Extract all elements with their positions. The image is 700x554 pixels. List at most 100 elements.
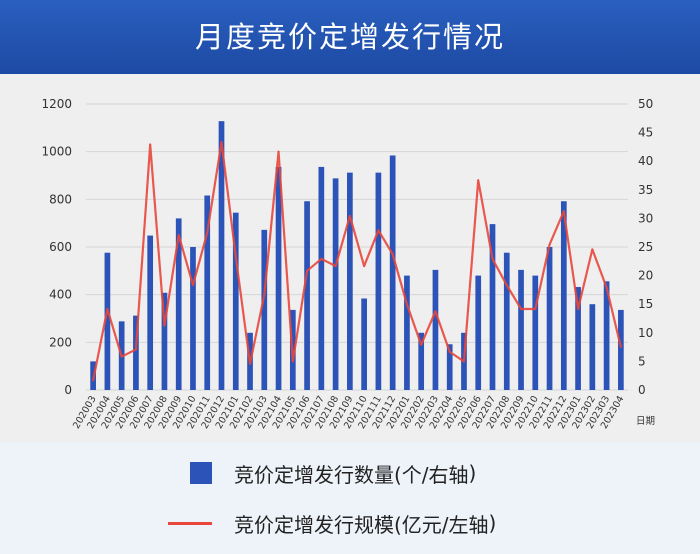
- bar-202211: [546, 247, 553, 390]
- chart-panel: 0 200 400 600 800 1000 1200 0 5 10 15 20 25 30 35 40 45…: [0, 74, 700, 442]
- line-point-202210: [534, 308, 537, 310]
- bar-202201: [404, 275, 410, 390]
- left-tick-label-1: 200: [49, 335, 72, 349]
- line-point-202101: [234, 255, 237, 258]
- line-point-202102: [249, 362, 251, 365]
- bar-202112: [389, 155, 396, 390]
- bar-202202: [418, 332, 425, 390]
- line-series: [92, 141, 622, 382]
- line-point-202003: [92, 379, 94, 382]
- bar-202208: [503, 252, 510, 390]
- line-point-202011: [206, 231, 209, 234]
- line-point-202006: [135, 348, 137, 351]
- right-tick-label-8: 40: [638, 154, 653, 168]
- bar-202212: [560, 201, 567, 390]
- right-tick-label-2: 10: [638, 326, 653, 340]
- legend-line-swatch: [168, 521, 212, 525]
- line-point-202107: [320, 258, 323, 260]
- line-point-202104: [277, 150, 280, 153]
- left-tick-label-0: 0: [64, 383, 72, 397]
- line-path: [92, 141, 622, 381]
- line-point-202209: [520, 308, 522, 310]
- bar-202210: [532, 275, 539, 390]
- right-tick-label-9: 45: [638, 126, 653, 140]
- line-point-202303: [605, 286, 608, 289]
- left-axis-ticks: 0 200 400 600 800 1000 1200: [41, 97, 72, 397]
- bar-202007: [147, 235, 154, 390]
- bar-202209: [518, 269, 524, 390]
- line-point-202207: [491, 258, 494, 260]
- x-axis-unit-label: 日期: [636, 416, 655, 427]
- combo-chart: 0 200 400 600 800 1000 1200 0 5 10 15 20 25 30 35 40 45…: [41, 97, 655, 431]
- left-tick-label-4: 800: [49, 192, 72, 206]
- bar-202302: [589, 304, 596, 390]
- bar-series: [90, 121, 624, 390]
- line-point-202103: [263, 293, 266, 296]
- bar-202111: [375, 172, 382, 390]
- line-point-202302: [591, 248, 594, 251]
- line-point-202208: [505, 284, 508, 286]
- bar-202107: [318, 166, 325, 390]
- left-tick-label-5: 1000: [41, 145, 72, 159]
- legend-bar-label: 竞价定增发行数量(个/右轴: [234, 462, 469, 487]
- bar-202101: [232, 212, 239, 390]
- right-tick-label-0: 0: [638, 383, 646, 397]
- line-point-202005: [120, 355, 123, 358]
- legend: 竞价定增发行数量(个/右轴) 竞价定增发行规模(亿元/左轴): [0, 442, 700, 554]
- line-point-202004: [106, 308, 109, 310]
- right-tick-label-7: 35: [638, 183, 653, 197]
- line-point-202105: [292, 360, 294, 363]
- bar-202008: [161, 292, 168, 390]
- right-tick-label-3: 15: [638, 297, 653, 311]
- right-tick-label-10: 50: [638, 97, 653, 111]
- bar-202206: [475, 275, 482, 390]
- bar-202304: [618, 309, 624, 390]
- line-point-202211: [548, 243, 551, 246]
- legend-line-label: 竞价定增发行规模(亿元/左轴: [234, 512, 489, 537]
- legend-bar-paren: ): [468, 461, 477, 485]
- bar-202106: [304, 201, 310, 390]
- line-point-202202: [420, 343, 422, 346]
- bar-202204: [446, 344, 453, 390]
- right-tick-label-1: 5: [638, 354, 646, 368]
- bar-202207: [489, 224, 496, 390]
- legend-line-paren: ): [488, 511, 497, 535]
- line-point-202106: [306, 270, 308, 272]
- line-point-202112: [391, 253, 394, 255]
- line-point-202212: [563, 210, 565, 213]
- bar-202109: [347, 172, 353, 390]
- right-axis-ticks: 0 5 10 15 20 25 30 35 40 45 50: [638, 97, 653, 397]
- line-point-202304: [620, 346, 622, 348]
- left-tick-label-3: 600: [49, 240, 72, 254]
- left-tick-label-6: 1200: [41, 97, 72, 111]
- legend-item-line: 竞价定增发行规模(亿元/左轴): [168, 508, 496, 538]
- bar-202010: [190, 247, 196, 390]
- page-title: 月度竞价定增发行情况: [0, 0, 700, 74]
- line-point-202008: [163, 324, 166, 327]
- line-point-202206: [477, 179, 480, 182]
- bar-202103: [261, 229, 268, 390]
- line-point-202204: [448, 351, 451, 353]
- bar-202203: [432, 269, 439, 390]
- right-tick-label-6: 30: [638, 211, 653, 225]
- bar-202009: [175, 218, 182, 390]
- line-point-202301: [577, 308, 579, 310]
- bar-202110: [361, 298, 367, 390]
- line-point-202007: [149, 143, 151, 146]
- line-point-202010: [192, 284, 194, 286]
- line-point-202012: [220, 141, 223, 143]
- bar-202303: [603, 281, 610, 390]
- right-tick-label-5: 25: [638, 240, 653, 254]
- right-tick-label-4: 20: [638, 269, 653, 283]
- line-point-202201: [406, 303, 408, 305]
- bar-202301: [575, 287, 581, 390]
- legend-bar-swatch: [190, 462, 212, 484]
- line-point-202108: [334, 265, 337, 267]
- line-point-202205: [463, 360, 465, 363]
- bar-202006: [133, 315, 139, 390]
- legend-item-bar: 竞价定增发行数量(个/右轴): [168, 458, 476, 488]
- line-point-202109: [349, 215, 351, 217]
- line-point-202009: [177, 234, 180, 236]
- line-point-202111: [377, 229, 380, 232]
- line-point-202110: [363, 265, 365, 267]
